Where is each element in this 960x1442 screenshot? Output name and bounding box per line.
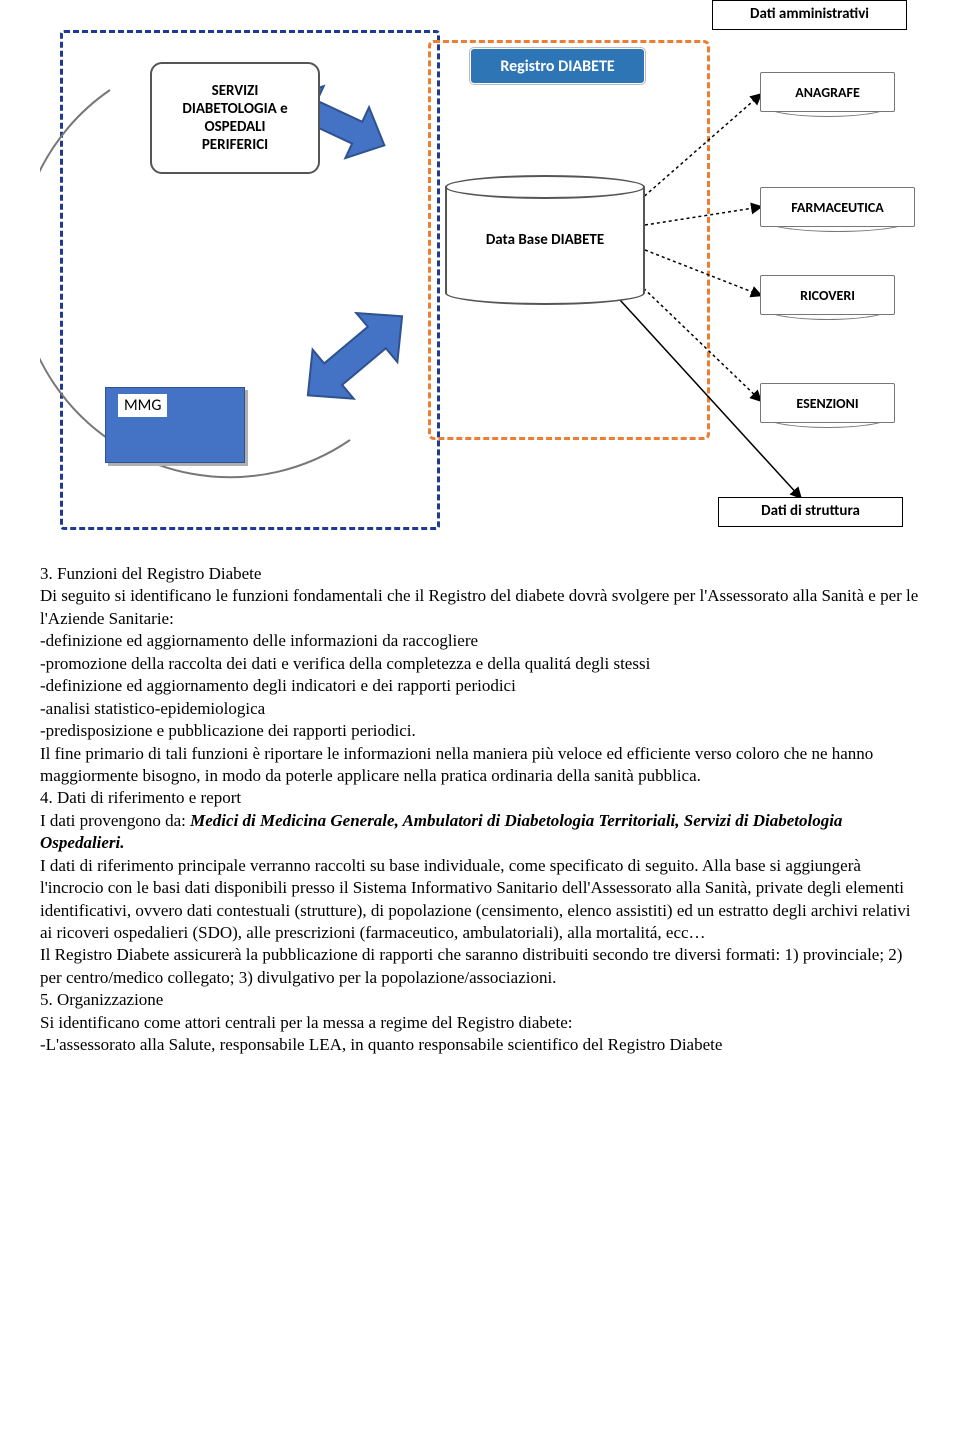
s3-bullet-5: -predisposizione e pubblicazione dei rap… xyxy=(40,720,920,742)
s3-bullet-2: -promozione della raccolta dei dati e ve… xyxy=(40,653,920,675)
tag-farmaceutica: FARMACEUTICA xyxy=(760,187,915,227)
mmg-label: MMG xyxy=(118,394,167,417)
s3-paragraph-2: Il fine primario di tali funzioni è ripo… xyxy=(40,743,920,788)
db-label: Data Base DIABETE xyxy=(486,231,604,249)
section-5-title: 5. Organizzazione xyxy=(40,989,920,1011)
s4-paragraph-2: I dati di riferimento principale verrann… xyxy=(40,855,920,945)
cylinder-database-diabete: Data Base DIABETE xyxy=(445,175,645,305)
s3-intro: Di seguito si identificano le funzioni f… xyxy=(40,585,920,630)
box-dati-amministrativi: Dati amministrativi xyxy=(712,0,907,30)
box-servizi-diabetologia: SERVIZI DIABETOLOGIA e OSPEDALI PERIFERI… xyxy=(150,62,320,174)
tag-anagrafe: ANAGRAFE xyxy=(760,72,895,112)
s4-p1-lead: I dati provengono da: xyxy=(40,811,190,830)
s3-bullet-3: -definizione ed aggiornamento degli indi… xyxy=(40,675,920,697)
tag-esenzioni: ESENZIONI xyxy=(760,383,895,423)
box-mmg: MMG xyxy=(105,387,245,463)
registro-diabete-diagram: Dati amministrativi Dati di struttura SE… xyxy=(40,0,920,555)
s5-paragraph-1: Si identificano come attori centrali per… xyxy=(40,1012,920,1034)
section-3-title: 3. Funzioni del Registro Diabete xyxy=(40,563,920,585)
s4-paragraph-1: I dati provengono da: Medici di Medicina… xyxy=(40,810,920,855)
box-dati-struttura: Dati di struttura xyxy=(718,497,903,527)
s3-bullet-4: -analisi statistico-epidemiologica xyxy=(40,698,920,720)
tag-ricoveri: RICOVERI xyxy=(760,275,895,315)
s3-bullet-1: -definizione ed aggiornamento delle info… xyxy=(40,630,920,652)
document-body: 3. Funzioni del Registro Diabete Di segu… xyxy=(40,563,920,1057)
banner-registro-diabete: Registro DIABETE xyxy=(470,48,645,84)
s4-paragraph-3: Il Registro Diabete assicurerà la pubbli… xyxy=(40,944,920,989)
section-4-title: 4. Dati di riferimento e report xyxy=(40,787,920,809)
s5-bullet-1: -L'assessorato alla Salute, responsabile… xyxy=(40,1034,920,1056)
